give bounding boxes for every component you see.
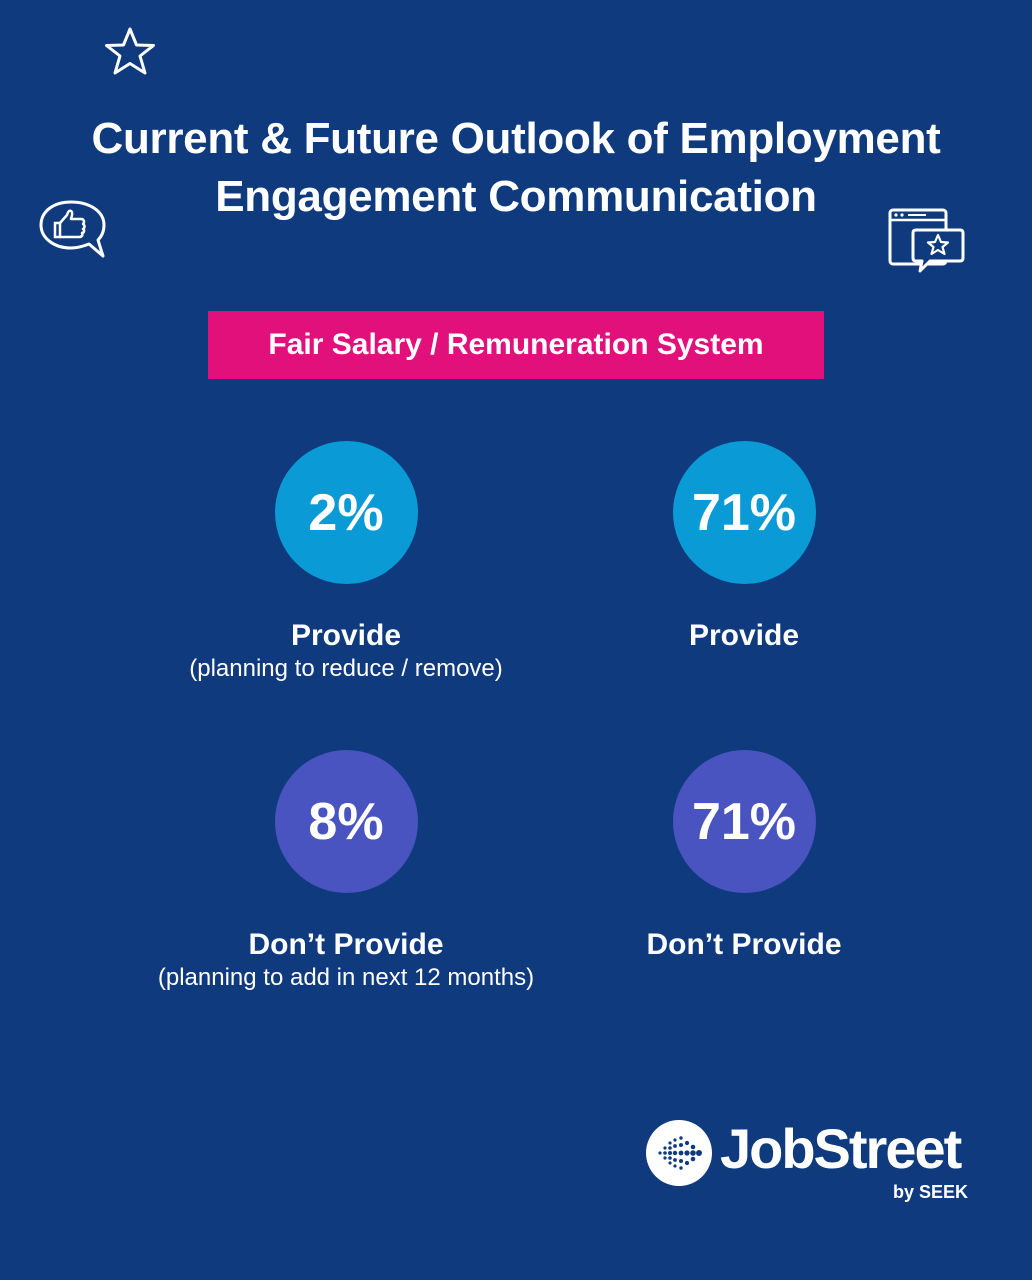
stat-circle: 71% bbox=[672, 750, 816, 893]
stat-label: Don’t Provide bbox=[248, 928, 444, 961]
title-line-2: Engagement Communication bbox=[215, 172, 817, 221]
jobstreet-logo-icon bbox=[646, 1120, 712, 1186]
stat-note: (planning to reduce / remove) bbox=[189, 655, 503, 682]
thumbs-up-chat-icon bbox=[38, 198, 108, 260]
logo-wordmark: JobStreet bbox=[720, 1117, 962, 1180]
title-line-1: Current & Future Outlook of Employment bbox=[91, 114, 941, 163]
stat-circle: 8% bbox=[274, 750, 418, 893]
stat-label: Don’t Provide bbox=[646, 928, 842, 961]
stat-note: (planning to add in next 12 months) bbox=[157, 964, 535, 991]
page-title: Current & Future Outlook of Employment E… bbox=[0, 110, 1032, 226]
star-icon bbox=[102, 26, 158, 80]
jobstreet-logo: JobStreet by SEEK bbox=[646, 1117, 976, 1208]
logo-subtitle: by SEEK bbox=[892, 1182, 968, 1202]
stat-circle: 71% bbox=[672, 441, 816, 584]
stat-future-provide: 71% Provide bbox=[534, 441, 954, 654]
stat-future-dont-provide: 71% Don’t Provide bbox=[534, 750, 954, 963]
stat-circle: 2% bbox=[274, 441, 418, 584]
window-star-chat-icon bbox=[886, 206, 966, 280]
stat-current-dont-provide: 8% Don’t Provide (planning to add in nex… bbox=[136, 750, 556, 993]
section-banner: Fair Salary / Remuneration System bbox=[208, 311, 824, 379]
stat-label: Provide bbox=[290, 619, 402, 652]
stat-label: Provide bbox=[688, 619, 800, 652]
stat-current-provide: 2% Provide (planning to reduce / remove) bbox=[136, 441, 556, 684]
